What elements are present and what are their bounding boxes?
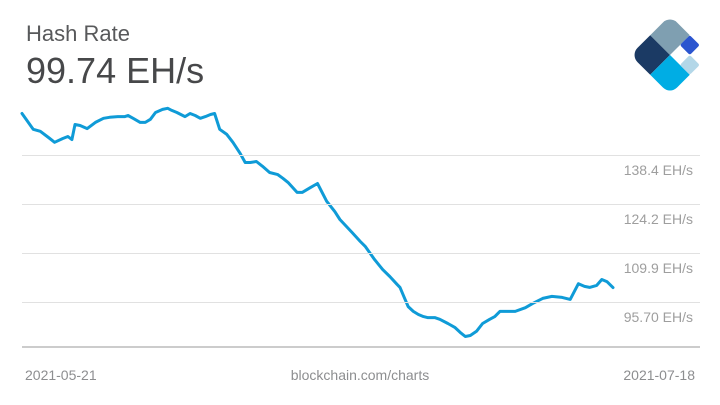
gridline-109.9	[22, 252, 700, 254]
chart-title: Hash Rate	[26, 21, 130, 46]
y-axis-label-138.4: 138.4 EH/s	[623, 162, 693, 178]
y-axis-label-95.7: 95.70 EH/s	[623, 308, 693, 325]
x-axis-line	[22, 346, 700, 348]
x-axis-start-date: 2021-05-21	[25, 367, 97, 383]
chart-header: Hash Rate 99.74 EH/s	[26, 20, 204, 93]
current-value: 99.74 EH/s	[26, 50, 205, 91]
chart-footer: 2021-05-21 blockchain.com/charts 2021-07…	[0, 366, 720, 386]
gridline-95.7	[22, 301, 700, 303]
gridline-138.4	[22, 155, 700, 156]
watermark-url: blockchain.com/charts	[290, 367, 430, 383]
x-axis-end-date: 2021-07-18	[623, 367, 695, 383]
y-axis-label-124.2: 124.2 EH/s	[623, 210, 693, 227]
y-axis-label-109.9: 109.9 EH/s	[623, 259, 693, 276]
gridline-124.2	[22, 203, 700, 205]
